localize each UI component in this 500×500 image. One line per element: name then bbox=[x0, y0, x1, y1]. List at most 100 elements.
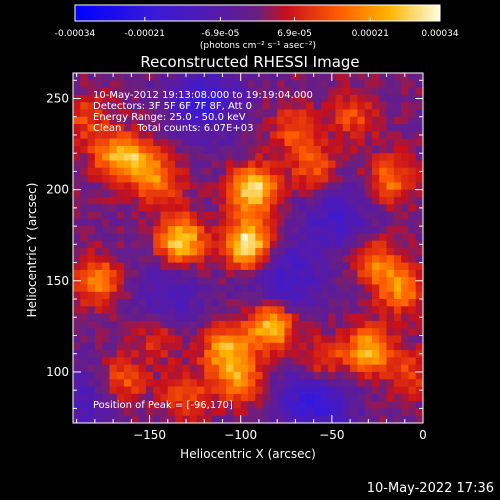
heatmap-cell bbox=[182, 357, 191, 366]
heatmap-cell bbox=[357, 94, 366, 103]
heatmap-cell bbox=[196, 94, 205, 103]
heatmap-cell bbox=[408, 189, 417, 198]
heatmap-cell bbox=[211, 160, 220, 169]
heatmap-cell bbox=[401, 233, 410, 242]
heatmap-cell bbox=[277, 357, 286, 366]
heatmap-cell bbox=[262, 248, 271, 256]
heatmap-cell bbox=[87, 386, 96, 395]
heatmap-cell bbox=[269, 386, 278, 395]
heatmap-cell bbox=[218, 248, 227, 256]
heatmap-cell bbox=[189, 131, 198, 140]
heatmap-cell bbox=[226, 189, 235, 198]
heatmap-cell bbox=[401, 269, 410, 278]
heatmap-cell bbox=[350, 131, 358, 140]
heatmap-cell bbox=[248, 342, 256, 351]
heatmap-cell bbox=[80, 284, 89, 293]
heatmap-cell bbox=[109, 408, 118, 417]
heatmap-cell bbox=[189, 204, 198, 213]
heatmap-cell bbox=[87, 182, 96, 191]
heatmap-cell bbox=[240, 116, 249, 125]
footer-date: 10-May-2022 17:36 bbox=[366, 481, 494, 496]
heatmap-cell bbox=[255, 248, 264, 256]
heatmap-cell bbox=[291, 393, 300, 402]
heatmap-cell bbox=[87, 350, 96, 358]
heatmap-cell bbox=[211, 328, 220, 337]
heatmap-cell bbox=[138, 255, 147, 264]
heatmap-cell bbox=[87, 87, 96, 96]
heatmap-cell bbox=[408, 182, 417, 191]
heatmap-cell bbox=[371, 226, 380, 235]
heatmap-cell bbox=[291, 116, 300, 125]
heatmap-cell bbox=[255, 320, 264, 329]
heatmap-cell bbox=[240, 196, 249, 205]
heatmap-cell bbox=[116, 350, 125, 358]
heatmap-cell bbox=[408, 277, 417, 286]
heatmap-cell bbox=[153, 153, 162, 162]
heatmap-cell bbox=[320, 291, 329, 300]
heatmap-cell bbox=[160, 328, 169, 337]
heatmap-cell bbox=[408, 124, 417, 132]
heatmap-cell bbox=[248, 277, 256, 286]
heatmap-cell bbox=[313, 408, 322, 417]
heatmap-cell bbox=[160, 364, 169, 373]
heatmap-cell bbox=[415, 328, 423, 337]
heatmap-cell bbox=[291, 291, 300, 300]
heatmap-cell bbox=[313, 306, 322, 315]
heatmap-cell bbox=[131, 145, 140, 154]
heatmap-cell bbox=[131, 240, 140, 249]
heatmap-cell bbox=[284, 401, 293, 410]
heatmap-cell bbox=[102, 415, 111, 423]
heatmap-cell bbox=[196, 196, 205, 205]
heatmap-cell bbox=[415, 299, 423, 307]
heatmap-cell bbox=[218, 102, 227, 111]
heatmap-cell bbox=[335, 269, 344, 278]
heatmap-cell bbox=[160, 211, 169, 220]
heatmap-cell bbox=[153, 364, 162, 373]
heatmap-cell bbox=[415, 364, 423, 373]
heatmap-cell bbox=[240, 269, 249, 278]
heatmap-cell bbox=[131, 401, 140, 410]
heatmap-cell bbox=[364, 233, 373, 242]
heatmap-cell bbox=[284, 262, 293, 271]
heatmap-cell bbox=[313, 94, 322, 103]
heatmap-cell bbox=[342, 299, 351, 307]
heatmap-cell bbox=[138, 262, 147, 271]
heatmap-cell bbox=[175, 94, 183, 103]
heatmap-cell bbox=[124, 269, 132, 278]
heatmap-cell bbox=[218, 116, 227, 125]
heatmap-cell bbox=[94, 138, 103, 147]
heatmap-cell bbox=[80, 328, 89, 337]
heatmap-cell bbox=[291, 109, 300, 118]
heatmap-cell bbox=[415, 415, 423, 423]
heatmap-cell bbox=[357, 284, 366, 293]
heatmap-cell bbox=[262, 145, 271, 154]
heatmap-cell bbox=[357, 262, 366, 271]
heatmap-cell bbox=[291, 94, 300, 103]
heatmap-cell bbox=[73, 196, 81, 205]
heatmap-cell bbox=[379, 167, 388, 176]
heatmap-cell bbox=[320, 401, 329, 410]
heatmap-cell bbox=[167, 379, 176, 388]
heatmap-cell bbox=[415, 226, 423, 235]
heatmap-cell bbox=[109, 167, 118, 176]
heatmap-cell bbox=[80, 73, 89, 81]
heatmap-cell bbox=[393, 175, 402, 183]
heatmap-cell bbox=[145, 320, 154, 329]
heatmap-cell bbox=[313, 87, 322, 96]
heatmap-cell bbox=[109, 350, 118, 358]
heatmap-cell bbox=[299, 87, 307, 96]
heatmap-cell bbox=[408, 415, 417, 423]
heatmap-cell bbox=[233, 379, 242, 388]
heatmap-cell bbox=[204, 175, 213, 183]
heatmap-cell bbox=[364, 342, 373, 351]
heatmap-cell bbox=[233, 306, 242, 315]
heatmap-cell bbox=[408, 284, 417, 293]
heatmap-cell bbox=[204, 211, 213, 220]
heatmap-cell bbox=[408, 350, 417, 358]
heatmap-cell bbox=[80, 94, 89, 103]
heatmap-cell bbox=[320, 87, 329, 96]
heatmap-cell bbox=[364, 160, 373, 169]
heatmap-cell bbox=[167, 160, 176, 169]
heatmap-cell bbox=[393, 153, 402, 162]
heatmap-cell bbox=[189, 87, 198, 96]
